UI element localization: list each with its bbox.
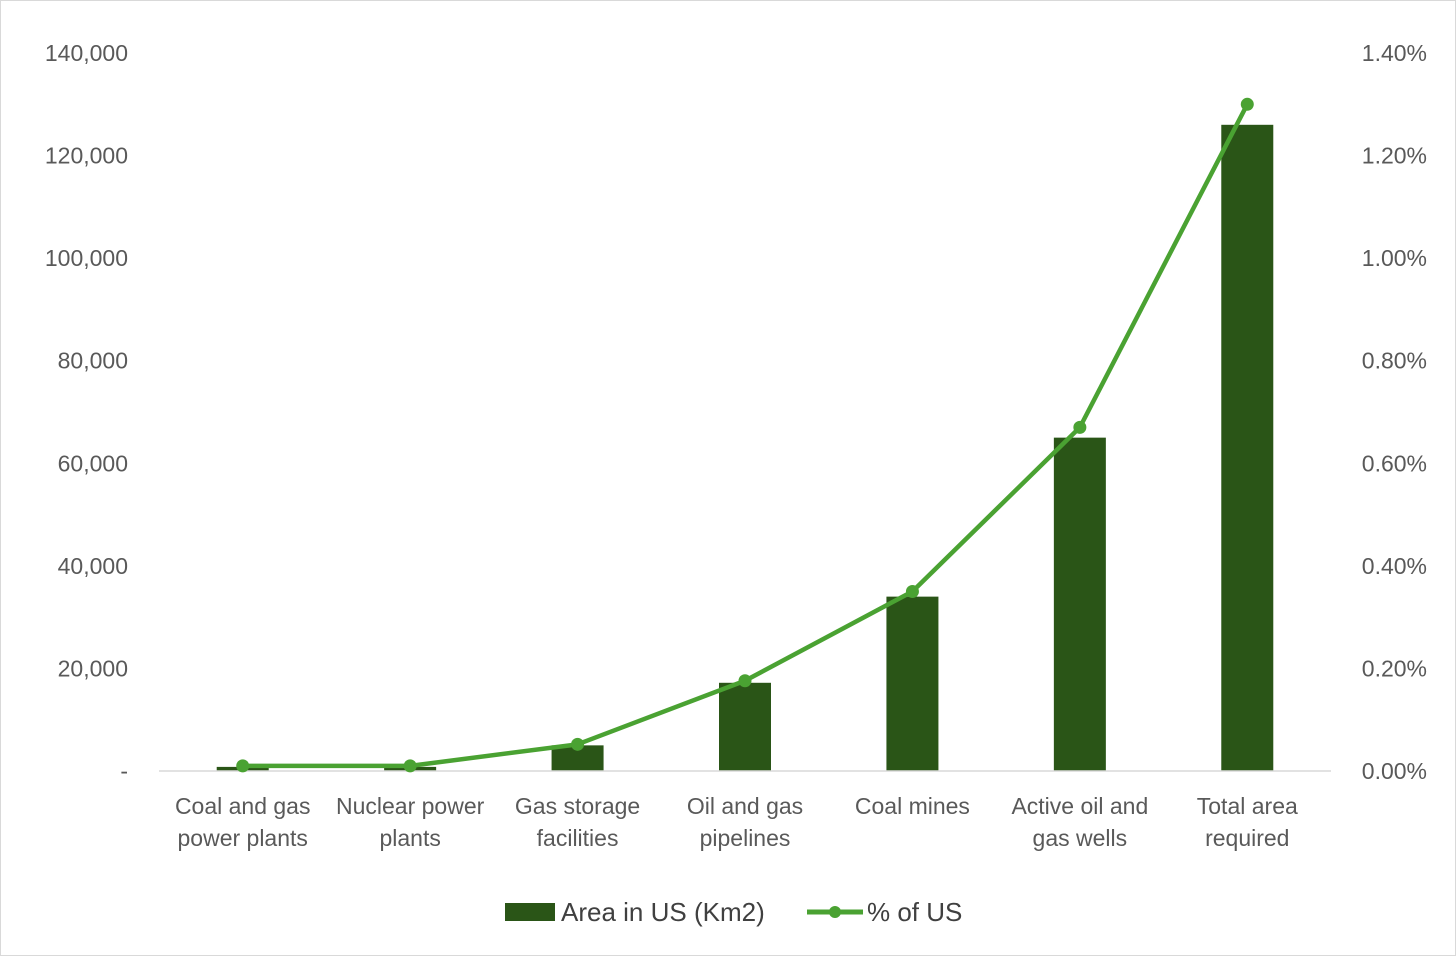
left-axis-ticks: - 20,000 40,000 60,000 80,000 100,000 120,000 1… xyxy=(45,40,128,784)
line-point xyxy=(571,737,585,751)
right-tick-label: 1.00% xyxy=(1362,245,1427,271)
line-series xyxy=(236,97,1254,773)
legend-swatch-marker xyxy=(829,906,841,918)
category-label: gas wells xyxy=(1033,825,1128,851)
left-tick-label: - xyxy=(120,758,128,784)
legend-label-bar: Area in US (Km2) xyxy=(561,897,765,927)
left-tick-label: 140,000 xyxy=(45,40,128,66)
category-label: Oil and gas xyxy=(687,793,803,819)
category-label: Gas storage xyxy=(515,793,640,819)
left-tick-label: 60,000 xyxy=(58,450,128,476)
category-label: plants xyxy=(379,825,440,851)
line-point xyxy=(236,759,250,773)
bar xyxy=(1221,124,1274,772)
left-tick-label: 40,000 xyxy=(58,553,128,579)
category-label: Coal and gas xyxy=(175,793,311,819)
left-tick-label: 120,000 xyxy=(45,143,128,169)
left-tick-label: 80,000 xyxy=(58,348,128,374)
right-tick-label: 1.20% xyxy=(1362,143,1427,169)
right-tick-label: 0.40% xyxy=(1362,553,1427,579)
category-label: Active oil and xyxy=(1011,793,1148,819)
category-label: facilities xyxy=(537,825,619,851)
line-point xyxy=(1240,97,1254,111)
line-point xyxy=(738,674,752,688)
line-point xyxy=(905,585,919,598)
category-label: power plants xyxy=(178,825,308,851)
right-tick-label: 0.60% xyxy=(1362,450,1427,476)
left-tick-label: 20,000 xyxy=(58,655,128,681)
right-tick-label: 0.20% xyxy=(1362,655,1427,681)
bar xyxy=(886,596,939,771)
bar-series xyxy=(216,124,1274,772)
legend: Area in US (Km2) % of US xyxy=(505,897,962,927)
right-tick-label: 0.00% xyxy=(1362,758,1427,784)
line-point xyxy=(403,759,417,773)
right-tick-label: 1.40% xyxy=(1362,40,1427,66)
legend-swatch-bar xyxy=(505,903,555,921)
category-label: Total area xyxy=(1197,793,1298,819)
right-tick-label: 0.80% xyxy=(1362,348,1427,374)
category-label: required xyxy=(1205,825,1289,851)
category-label: Nuclear power xyxy=(336,793,485,819)
legend-label-line: % of US xyxy=(867,897,962,927)
right-axis-ticks: 0.00% 0.20% 0.40% 0.60% 0.80% 1.00% 1.20% 1.40% xyxy=(1362,40,1427,784)
bar xyxy=(1053,437,1106,771)
x-axis-categories: Coal and gas power plants Nuclear power pla… xyxy=(175,793,1298,851)
left-tick-label: 100,000 xyxy=(45,245,128,271)
category-label: pipelines xyxy=(700,825,791,851)
bar xyxy=(719,682,771,771)
line-point xyxy=(1073,420,1087,434)
category-label: Coal mines xyxy=(855,793,970,819)
